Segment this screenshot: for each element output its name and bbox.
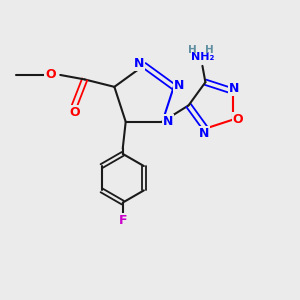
Text: N: N xyxy=(134,57,144,70)
Text: O: O xyxy=(45,68,56,81)
Text: N: N xyxy=(163,115,173,128)
Text: H: H xyxy=(188,45,196,55)
Text: F: F xyxy=(118,214,127,227)
Text: H: H xyxy=(206,45,214,55)
Text: O: O xyxy=(70,106,80,119)
Text: O: O xyxy=(233,113,243,126)
Text: N: N xyxy=(199,128,209,140)
Text: NH₂: NH₂ xyxy=(191,52,214,62)
Text: N: N xyxy=(229,82,239,94)
Text: N: N xyxy=(174,79,184,92)
